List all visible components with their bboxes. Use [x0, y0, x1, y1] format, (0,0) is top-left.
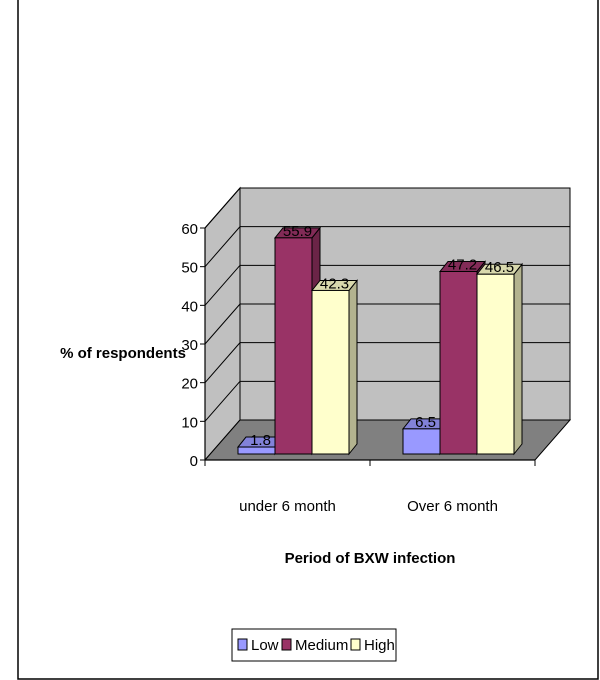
legend-swatch — [350, 638, 361, 651]
legend-label: High — [364, 637, 395, 654]
bar-medium-0 — [274, 237, 313, 455]
legend: Low Medium High — [231, 628, 397, 662]
bar-side — [348, 279, 358, 456]
data-label: 6.5 — [415, 414, 436, 431]
data-label: 55.9 — [283, 223, 312, 240]
data-label: 46.5 — [485, 259, 514, 276]
bar-high-0 — [311, 289, 350, 455]
y-tick-label: 10 — [181, 414, 198, 431]
y-tick-label: 50 — [181, 260, 198, 277]
x-axis-label: Period of BXW infection — [285, 550, 456, 567]
axes: 0 10 20 30 40 50 60 under 6 month Over 6 month — [181, 221, 536, 515]
bars — [236, 226, 524, 456]
bar-side — [513, 262, 523, 456]
legend-label: Medium — [295, 637, 348, 654]
gridline — [204, 187, 570, 229]
legend-swatch — [281, 638, 292, 651]
x-tick-label: under 6 month — [239, 498, 336, 515]
data-label: 1.8 — [250, 432, 271, 449]
bar-high-1 — [476, 273, 515, 455]
chart-frame — [17, 0, 599, 680]
data-label: 47.2 — [448, 256, 477, 273]
y-tick-label: 40 — [181, 298, 198, 315]
legend-swatch — [237, 638, 248, 651]
y-tick-label: 30 — [181, 337, 198, 354]
legend-box — [231, 628, 397, 662]
y-axis-label: % of respondents — [60, 345, 186, 362]
legend-label: Low — [251, 637, 279, 654]
y-tick-label: 60 — [181, 221, 198, 238]
y-tick-label: 20 — [181, 376, 198, 393]
data-labels: 1.8 55.9 42.3 6.5 47.2 46.5 — [250, 223, 514, 449]
y-tick-label: 0 — [190, 453, 198, 470]
bar-medium-1 — [439, 270, 478, 455]
data-label: 42.3 — [320, 275, 349, 292]
gridline — [204, 226, 570, 267]
x-tick-label: Over 6 month — [407, 498, 498, 515]
bar-low-1 — [402, 428, 441, 455]
